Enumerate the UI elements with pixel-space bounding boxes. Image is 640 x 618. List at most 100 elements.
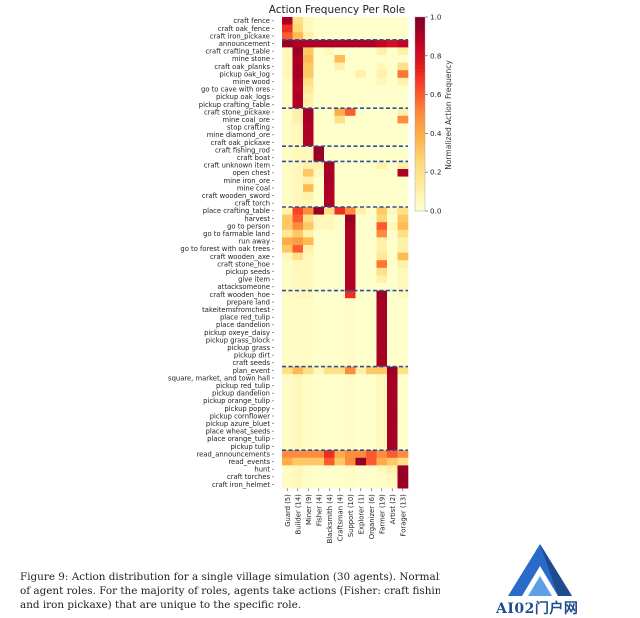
colorbar-segment	[415, 107, 425, 112]
heatmap-cell	[387, 442, 398, 451]
heatmap-cell	[334, 146, 346, 155]
heatmap-cell	[376, 77, 388, 86]
heatmap-cell	[334, 55, 346, 63]
action-label: open chest	[232, 169, 270, 177]
heatmap-cell	[397, 184, 409, 193]
heatmap-cell	[292, 77, 304, 86]
heatmap-cell	[292, 359, 304, 367]
heatmap-cell	[355, 419, 367, 428]
heatmap-cell	[355, 222, 367, 231]
heatmap-cell	[313, 298, 325, 307]
heatmap-cell	[387, 245, 398, 253]
heatmap-cell	[334, 313, 346, 322]
heatmap-cell	[355, 480, 367, 489]
heatmap-cell	[387, 359, 398, 367]
heatmap-cell	[292, 62, 304, 71]
heatmap-cell	[292, 465, 304, 474]
heatmap-cell	[282, 245, 293, 253]
heatmap-cell	[324, 305, 335, 314]
action-label: harvest	[244, 215, 270, 223]
heatmap-cell	[397, 450, 409, 459]
heatmap-cell	[282, 207, 293, 215]
colorbar-segment	[415, 204, 425, 209]
heatmap-cell	[366, 17, 377, 25]
heatmap-cell	[397, 298, 409, 307]
heatmap-cell	[282, 374, 293, 383]
heatmap-cell	[334, 305, 346, 314]
colorbar-label: Normalized Action Frequency	[444, 60, 453, 170]
heatmap-cell	[292, 55, 304, 63]
heatmap-cell	[334, 115, 346, 124]
heatmap-cell	[324, 123, 335, 132]
heatmap-cell	[387, 457, 398, 466]
heatmap-cell	[334, 39, 346, 48]
heatmap-cell	[376, 17, 388, 25]
heatmap-cell	[334, 24, 346, 33]
heatmap-cell	[292, 412, 304, 421]
action-label: pickup seeds	[226, 268, 271, 276]
action-label: stop crafting	[227, 124, 270, 132]
role-label: Blacksmith (4)	[326, 494, 334, 544]
heatmap-cell	[292, 32, 304, 41]
heatmap-cell	[397, 131, 409, 139]
heatmap-cell	[334, 214, 346, 223]
heatmap-cell	[397, 55, 409, 63]
action-label: craft oak_planks	[214, 63, 270, 71]
heatmap-cell	[366, 389, 377, 398]
heatmap-cell	[345, 55, 356, 63]
heatmap-cell	[376, 290, 388, 299]
heatmap-cell	[334, 237, 346, 246]
action-label: mine stone	[232, 55, 270, 63]
heatmap-cell	[355, 131, 367, 139]
heatmap-cell	[345, 17, 356, 25]
heatmap-cell	[282, 328, 293, 337]
heatmap-cell	[324, 389, 335, 398]
colorbar-segment	[415, 194, 425, 199]
colorbar-segment	[415, 130, 425, 134]
colorbar-segment	[415, 84, 425, 89]
heatmap-cell	[292, 374, 304, 383]
heatmap-cell	[376, 298, 388, 307]
heatmap-cell	[387, 389, 398, 398]
heatmap-cell	[313, 62, 325, 71]
heatmap-cell	[397, 343, 409, 352]
heatmap-cell	[366, 93, 377, 101]
heatmap-cell	[387, 275, 398, 284]
heatmap-cell	[387, 85, 398, 94]
colorbar-segment	[415, 39, 425, 44]
heatmap-cell	[282, 55, 293, 63]
heatmap-cell	[292, 381, 304, 390]
heatmap-cell	[387, 184, 398, 193]
heatmap-cell	[282, 100, 293, 109]
heatmap-cell	[313, 328, 325, 337]
heatmap-cell	[313, 480, 325, 489]
heatmap-cell	[397, 123, 409, 132]
chart-title: Action Frequency Per Role	[269, 4, 406, 16]
heatmap-cell	[397, 191, 409, 200]
heatmap-cell	[397, 359, 409, 367]
heatmap-cell	[366, 176, 377, 185]
heatmap-cell	[355, 283, 367, 291]
heatmap-cell	[387, 351, 398, 360]
heatmap-cell	[397, 457, 409, 466]
action-label: hunt	[254, 466, 270, 474]
heatmap-cell	[397, 351, 409, 360]
heatmap-cell	[376, 343, 388, 352]
heatmap-cell	[355, 381, 367, 390]
heatmap-cell	[355, 267, 367, 276]
heatmap-cell	[282, 404, 293, 413]
heatmap-cell	[292, 480, 304, 489]
heatmap-cell	[303, 70, 314, 79]
heatmap-cell	[345, 70, 356, 79]
heatmap-cell	[282, 290, 293, 299]
heatmap-cell	[313, 55, 325, 63]
heatmap-cell	[292, 427, 304, 436]
heatmap-cell	[397, 39, 409, 48]
heatmap-cell	[313, 290, 325, 299]
heatmap-cell	[397, 404, 409, 413]
heatmap-cell	[313, 184, 325, 193]
heatmap-cell	[345, 214, 356, 223]
role-labels: Guard (5) Builder (14) Miner (9) Fisher (4)…	[284, 488, 407, 544]
heatmap-cell	[355, 32, 367, 41]
heatmap-cell	[324, 252, 335, 261]
